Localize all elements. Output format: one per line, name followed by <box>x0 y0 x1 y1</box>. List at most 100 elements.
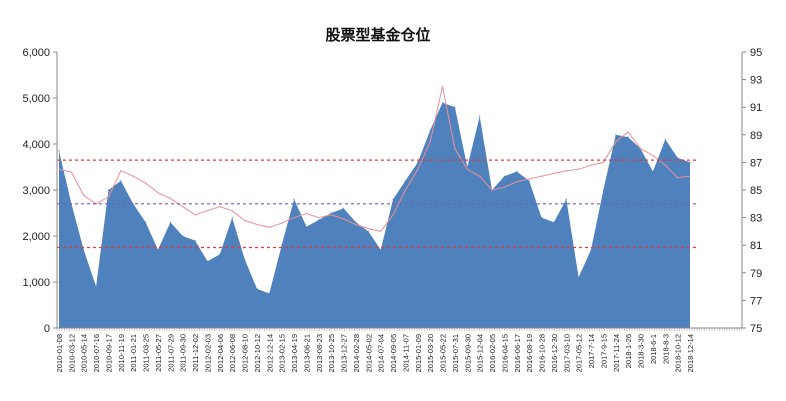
line-point <box>578 168 580 170</box>
y2-tick-label: 91 <box>750 102 762 114</box>
x-tick-label: 2017-11-24 <box>612 334 621 372</box>
x-tick-label: 2013-08-23 <box>315 334 324 372</box>
x-tick-label: 2014-09-05 <box>389 334 398 372</box>
line-point <box>540 175 543 177</box>
y2-tick-label: 89 <box>750 130 762 142</box>
area-point <box>553 221 555 223</box>
x-tick-label: 2015-05-22 <box>439 334 448 372</box>
area-point <box>677 157 679 159</box>
line-point <box>615 141 617 143</box>
area-point <box>268 292 270 295</box>
line-point <box>466 168 468 170</box>
line-point <box>145 182 147 184</box>
area-point <box>330 212 332 214</box>
y2-tick-label: 85 <box>750 185 762 197</box>
area-point <box>343 207 345 209</box>
x-tick-label: 2017-05-12 <box>575 334 584 372</box>
x-tick-label: 2016-12-30 <box>550 334 559 372</box>
line-point <box>553 172 555 174</box>
x-tick-label: 2012-10-12 <box>253 334 262 372</box>
y-tick-label: 4,000 <box>22 139 50 151</box>
area-point <box>590 249 592 251</box>
y-tick-label: 2,000 <box>22 231 50 243</box>
line-point <box>479 175 481 177</box>
x-tick-label: 2011-12-02 <box>191 334 200 372</box>
line-point <box>689 175 691 177</box>
area-point <box>689 161 691 163</box>
line-point <box>219 206 221 208</box>
area-point <box>157 249 159 251</box>
line-point <box>268 226 270 228</box>
area-point <box>355 221 357 223</box>
line-point <box>120 170 122 172</box>
x-tick-label: 2018-10-12 <box>674 334 683 372</box>
x-tick-label: 2015-07-31 <box>451 334 460 372</box>
x-tick-label: 2013-06-21 <box>303 334 312 372</box>
x-tick-label: 2013-10-25 <box>327 334 336 372</box>
area-point <box>578 276 580 278</box>
line-point <box>380 230 382 232</box>
line-point <box>652 154 654 157</box>
area-point <box>318 219 320 221</box>
area-point <box>58 150 60 152</box>
y2-tick-label: 87 <box>750 157 762 169</box>
line-point <box>169 197 171 199</box>
x-tick-label: 2016-06-17 <box>513 334 522 372</box>
chart-title: 股票型基金仓位 <box>325 26 430 44</box>
y2-tick-label: 81 <box>750 240 762 252</box>
area-point <box>540 217 543 219</box>
y-tick-label: 3,000 <box>22 185 50 197</box>
area-point <box>441 102 444 104</box>
line-point <box>318 217 320 219</box>
x-tick-label: 2017-03-10 <box>562 334 571 372</box>
line-point <box>182 206 184 208</box>
area-point <box>231 217 233 219</box>
x-tick-label: 2013-12-27 <box>340 334 349 372</box>
area-point <box>664 138 666 140</box>
x-tick-label: 2014-11-07 <box>401 334 410 372</box>
area-point <box>120 180 122 182</box>
line-point <box>639 148 642 150</box>
x-tick-label: 2016-08-19 <box>525 334 534 372</box>
line-point <box>330 214 332 216</box>
line-point <box>58 168 60 170</box>
x-tick-label: 2015-03-20 <box>426 334 435 372</box>
line-point <box>503 186 505 188</box>
line-point <box>664 164 666 166</box>
y2-tick-label: 75 <box>750 323 762 335</box>
line-point <box>429 141 431 143</box>
x-tick-label: 2016-04-15 <box>500 334 509 372</box>
x-tick-label: 2015-09-30 <box>463 334 472 372</box>
x-tick-label: 2012-04-06 <box>216 334 225 372</box>
x-tick-label: 2012-08-10 <box>241 334 250 372</box>
x-tick-label: 2017-7-14 <box>587 334 596 368</box>
line-point <box>590 164 592 166</box>
y-tick-label: 1,000 <box>22 277 50 289</box>
line-point <box>132 175 134 177</box>
line-point <box>627 131 629 133</box>
line-point <box>516 181 518 183</box>
line-point <box>417 168 419 170</box>
area-point <box>528 180 530 182</box>
x-tick-label: 2018-8-3 <box>661 334 670 364</box>
x-tick-label: 2015-01-09 <box>414 334 423 372</box>
x-tick-label: 2013-04-19 <box>290 334 299 372</box>
x-tick-label: 2011-01-21 <box>129 334 138 372</box>
line-point <box>70 171 72 173</box>
line-point <box>206 210 209 212</box>
area-point <box>145 221 147 223</box>
area-point <box>169 221 171 223</box>
x-tick-label: 2013-02-15 <box>278 334 287 372</box>
line-point <box>392 214 394 216</box>
area-point <box>429 129 431 131</box>
line-point <box>404 189 406 191</box>
line-point <box>107 196 110 198</box>
area-point <box>107 189 110 191</box>
x-tick-label: 2011-05-27 <box>154 334 163 372</box>
x-tick-label: 2010-11-19 <box>117 334 126 372</box>
y-tick-label: 5,000 <box>22 93 50 105</box>
y-tick-label: 6,000 <box>22 47 50 59</box>
x-tick-label: 2010-05-14 <box>80 334 89 372</box>
line-point <box>491 189 493 191</box>
